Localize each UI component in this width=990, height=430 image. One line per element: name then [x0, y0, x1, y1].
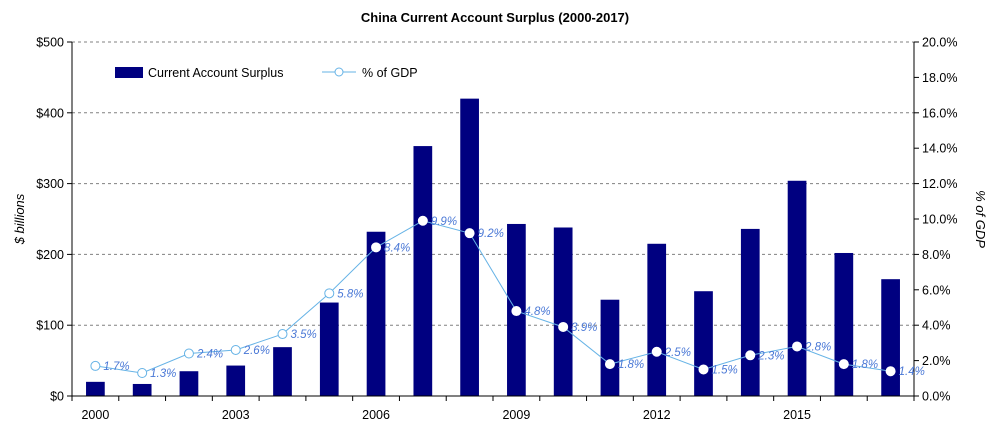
y-axis-label: $ billions: [12, 193, 27, 245]
legend-bar-swatch: [115, 67, 143, 78]
gdp-label-2010: 3.9%: [571, 322, 597, 334]
gdp-point-2013: [698, 364, 709, 375]
bar-2013: [694, 291, 713, 396]
gdp-label-2002: 2.4%: [196, 349, 223, 361]
gdp-label-2014: 2.3%: [757, 350, 784, 362]
bar-2000: [86, 381, 105, 396]
gdp-label-2004: 3.5%: [291, 329, 317, 341]
gdp-label-2007: 9.9%: [431, 216, 457, 228]
gridlines: [72, 41, 914, 326]
y2-tick-label: 10.0%: [922, 213, 957, 227]
gdp-point-2014: [745, 350, 756, 361]
gdp-point-2010: [558, 321, 569, 332]
gdp-point-2003: [230, 344, 241, 355]
gdp-point-2015: [792, 341, 803, 352]
gdp-point-2004: [277, 329, 288, 340]
x-tick-label: 2000: [81, 408, 109, 422]
bar-2006: [366, 231, 386, 396]
gdp-label-2011: 1.8%: [618, 359, 644, 371]
gdp-point-2008: [464, 228, 475, 239]
gdp-label-2005: 5.8%: [337, 288, 363, 300]
bar-2012: [647, 243, 667, 396]
legend: Current Account Surplus % of GDP: [115, 66, 418, 80]
y-tick-label: $300: [36, 177, 64, 191]
axes: $0 $100 $200 $300 $400 $500 0.0% 2.0% 4.0% 6.0% 8.…: [36, 36, 957, 423]
gdp-point-2002: [183, 348, 194, 359]
gdp-point-2005: [324, 288, 335, 299]
x-tick-label: 2009: [502, 408, 530, 422]
y2-tick-label: 6.0%: [922, 283, 951, 297]
chart-title: China Current Account Surplus (2000-2017…: [361, 10, 629, 25]
y-tick-label: $100: [36, 319, 64, 333]
y-tick-label: $200: [36, 248, 64, 262]
bar-2005: [319, 302, 339, 396]
bar-2017: [881, 279, 900, 396]
x-tick-label: 2015: [783, 408, 811, 422]
gdp-label-2003: 2.6%: [243, 345, 270, 357]
bar-2007: [413, 146, 433, 396]
bar-2003: [226, 365, 246, 396]
gdp-label-2001: 1.3%: [150, 368, 176, 380]
gdp-label-2012: 2.5%: [664, 347, 691, 359]
x-tick-label: 2006: [362, 408, 390, 422]
legend-line-marker: [334, 67, 344, 77]
y2-tick-label: 14.0%: [922, 142, 957, 156]
gdp-label-2013: 1.5%: [712, 364, 738, 376]
gdp-label-2008: 9.2%: [478, 228, 504, 240]
bar-2014: [740, 228, 760, 396]
legend-bar-label: Current Account Surplus: [148, 66, 284, 80]
gdp-point-2009: [511, 306, 522, 317]
bar-series: [86, 98, 900, 396]
y2-tick-label: 0.0%: [922, 390, 951, 404]
x-tick-label: 2012: [643, 408, 671, 422]
legend-line-label: % of GDP: [362, 66, 418, 80]
y2-tick-label: 18.0%: [922, 71, 957, 85]
y-tick-label: $0: [50, 390, 64, 404]
y2-tick-label: 8.0%: [922, 248, 951, 262]
gdp-point-2007: [417, 215, 428, 226]
gdp-point-2017: [885, 366, 896, 377]
bar-2002: [179, 371, 199, 396]
bar-2008: [460, 98, 479, 396]
y2-tick-label: 20.0%: [922, 36, 957, 50]
bar-2001: [132, 383, 152, 396]
bar-2016: [834, 252, 854, 396]
y2-tick-label: 16.0%: [922, 106, 957, 120]
y2-axis-label: % of GDP: [973, 190, 988, 248]
bar-2015: [787, 180, 807, 396]
gdp-point-2000: [90, 360, 101, 371]
gdp-label-2017: 1.4%: [899, 366, 925, 378]
data-labels: 1.7% 1.3% 2.4% 2.6% 3.5% 5.8% 8.4% 9.9% 9.2% 4.8%…: [103, 216, 924, 380]
y2-tick-label: 4.0%: [922, 319, 951, 333]
gdp-label-2000: 1.7%: [103, 361, 129, 373]
gdp-label-2006: 8.4%: [384, 242, 410, 254]
y-tick-label: $400: [36, 106, 64, 120]
bar-2010: [553, 227, 573, 396]
y-tick-label: $500: [36, 36, 64, 50]
gdp-label-2015: 2.8%: [804, 341, 831, 353]
gdp-label-2016: 1.8%: [852, 359, 878, 371]
bar-2011: [600, 299, 620, 396]
gdp-point-2006: [371, 242, 382, 253]
gdp-point-2011: [604, 359, 615, 370]
x-tick-label: 2003: [222, 408, 250, 422]
gdp-point-2016: [838, 359, 849, 370]
gdp-point-2012: [651, 346, 662, 357]
gdp-label-2009: 4.8%: [524, 306, 550, 318]
y2-tick-label: 12.0%: [922, 177, 957, 191]
line-series: [90, 215, 896, 378]
gdp-line: [95, 220, 891, 374]
gdp-point-2001: [137, 367, 148, 378]
bar-2004: [273, 347, 292, 396]
y2-tick-label: 2.0%: [922, 354, 951, 368]
